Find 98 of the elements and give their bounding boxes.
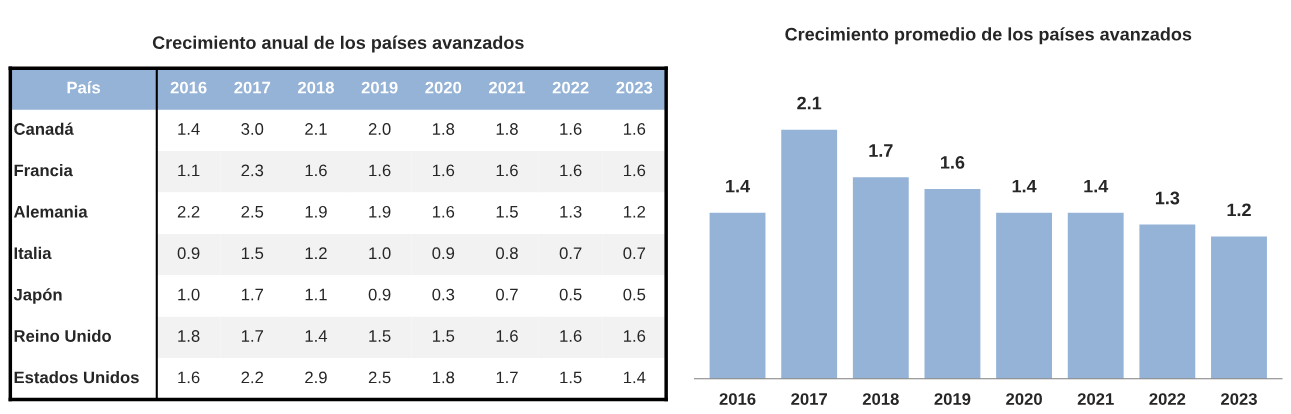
- x-tick-label: 2022: [552, 81, 589, 94]
- data-label: 1.4: [624, 371, 646, 384]
- data-label: 1.6: [496, 164, 518, 177]
- data-label: 1.4: [726, 179, 750, 193]
- data-label: 1.6: [560, 330, 582, 342]
- bar: [1139, 224, 1196, 379]
- y-tick-label: Japón: [13, 288, 62, 304]
- data-label: 2.1: [797, 96, 822, 110]
- y-tick-label: Alemania: [13, 205, 88, 218]
- data-label: 1.6: [624, 164, 646, 177]
- data-label: 1.8: [432, 371, 455, 384]
- x-tick-label: 2020: [1006, 393, 1042, 405]
- x-tick-label: 2016: [719, 393, 756, 405]
- data-label: 1.2: [624, 205, 646, 218]
- x-tick-label: 2023: [616, 81, 653, 94]
- bar: [924, 189, 981, 379]
- data-label: 2.0: [368, 123, 391, 135]
- x-tick-label: 2016: [170, 81, 207, 94]
- bar: [1211, 236, 1267, 379]
- x-tick-label: 2019: [361, 81, 398, 94]
- data-label: 1.6: [624, 123, 646, 135]
- x-tick-label: 2018: [298, 81, 334, 94]
- data-label: 1.9: [369, 205, 391, 218]
- bar: [781, 129, 838, 379]
- data-label: 1.8: [496, 123, 518, 135]
- data-label: 1.6: [941, 156, 965, 169]
- y-tick-label: Canadá: [14, 122, 74, 135]
- data-label: 1.6: [369, 164, 391, 177]
- data-label: 1.6: [178, 371, 200, 384]
- y-tick-label: Reino Unido: [14, 329, 111, 342]
- data-label: 1.7: [241, 330, 264, 342]
- data-label: 1.6: [560, 164, 582, 177]
- data-label: 1.6: [624, 330, 646, 342]
- x-tick-label: 2017: [234, 81, 271, 94]
- data-label: 1.5: [432, 330, 455, 342]
- data-label: 3.0: [241, 123, 264, 135]
- bar: [709, 212, 766, 379]
- x-tick-label: 2023: [1221, 393, 1257, 405]
- data-label: 2.2: [241, 371, 264, 384]
- data-label: 1.4: [1012, 179, 1037, 193]
- x-tick-label: 2022: [1149, 393, 1186, 405]
- data-label: 1.6: [560, 123, 582, 135]
- data-label: 1.0: [178, 288, 200, 301]
- data-label: 1.1: [305, 288, 327, 301]
- x-tick-label: 2021: [489, 81, 526, 94]
- y-tick-label: Francia: [14, 164, 73, 177]
- data-label: 2.3: [241, 164, 264, 177]
- data-label: 1.1: [178, 164, 200, 177]
- data-label: 0.9: [177, 247, 200, 260]
- chart-title: Crecimiento promedio de los países avanzados: [785, 27, 1192, 45]
- data-label: 1.6: [496, 330, 518, 342]
- y-axis-title: País: [67, 81, 101, 94]
- data-label: 1.7: [241, 288, 264, 301]
- data-label: 1.5: [241, 247, 264, 260]
- x-tick-label: 2019: [934, 393, 971, 405]
- data-label: 0.7: [559, 247, 582, 260]
- data-label: 1.7: [496, 371, 518, 384]
- data-label: 1.7: [869, 144, 893, 157]
- data-label: 2.2: [177, 205, 200, 218]
- x-tick-label: 2018: [862, 393, 899, 405]
- y-tick-label: Estados Unidos: [14, 371, 139, 384]
- data-label: 1.3: [560, 205, 582, 218]
- data-label: 1.2: [1227, 203, 1251, 217]
- data-label: 1.8: [432, 123, 455, 135]
- data-label: 1.4: [178, 123, 200, 135]
- data-label: 1.4: [305, 330, 328, 342]
- x-tick-label: 2017: [791, 393, 827, 405]
- x-tick-label: 2021: [1077, 393, 1114, 405]
- x-tick-label: 2020: [425, 81, 462, 94]
- bar: [996, 212, 1053, 379]
- data-label: 0.7: [496, 288, 518, 301]
- data-label: 1.6: [432, 164, 455, 177]
- data-label: 1.0: [369, 247, 391, 260]
- data-label: 1.5: [496, 206, 518, 218]
- data-label: 0.7: [623, 247, 646, 260]
- bar: [852, 177, 909, 379]
- data-label: 1.2: [305, 247, 327, 259]
- data-label: 1.9: [305, 205, 327, 218]
- data-label: 0.9: [368, 288, 391, 301]
- data-label: 0.9: [432, 247, 455, 260]
- data-label: 0.5: [623, 288, 646, 301]
- data-label: 1.5: [369, 330, 391, 342]
- data-label: 1.6: [305, 164, 327, 177]
- data-label: 2.5: [241, 205, 264, 218]
- chart-title: Crecimiento anual de los países avanzados: [152, 35, 524, 53]
- data-label: 1.4: [1084, 179, 1109, 193]
- data-label: 2.1: [305, 123, 327, 135]
- data-label: 0.3: [432, 288, 455, 301]
- data-label: 1.3: [1155, 191, 1180, 205]
- bar: [1067, 212, 1124, 379]
- data-label: 2.9: [305, 371, 327, 384]
- data-label: 0.5: [559, 288, 582, 301]
- data-label: 1.8: [178, 330, 200, 342]
- data-label: 2.5: [368, 371, 391, 384]
- y-tick-label: Italia: [14, 246, 52, 260]
- data-label: 1.6: [432, 205, 455, 218]
- data-label: 0.8: [496, 247, 518, 260]
- data-label: 1.5: [560, 371, 582, 384]
